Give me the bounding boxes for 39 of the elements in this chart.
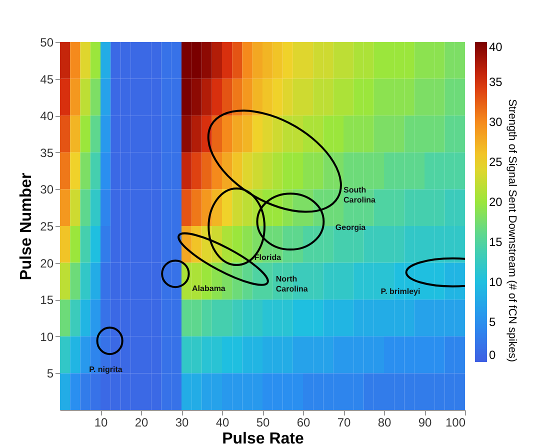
color-bar-label: 40 — [489, 40, 503, 54]
x-tick-label: 10 — [94, 416, 108, 430]
color-bar-label: 35 — [489, 75, 503, 89]
y-tick-label: 40 — [40, 109, 54, 124]
color-bar-title: Strength of Signal Sent Downstream (# of fCN spikes) — [506, 99, 518, 362]
x-tick-label: 30 — [175, 416, 189, 430]
x-tick-label: 90 — [418, 416, 432, 430]
y-tick-label: 30 — [40, 182, 54, 197]
color-bar-label: 5 — [489, 315, 496, 329]
color-bar-label: 0 — [489, 348, 496, 362]
x-tick-label: 70 — [337, 416, 351, 430]
color-bar-label: 25 — [489, 155, 503, 169]
x-tick-label: 20 — [134, 416, 148, 430]
y-tick-label: 20 — [40, 256, 54, 270]
annotation: P. nigrita — [89, 364, 123, 374]
color-bar-label: 20 — [489, 195, 503, 209]
annotation: North Carolina — [276, 274, 308, 294]
annotation: South Carolina — [344, 185, 376, 204]
x-tick-label: 60 — [296, 416, 310, 430]
y-tick-label: 15 — [40, 293, 54, 308]
x-tick-label: 80 — [378, 416, 392, 430]
x-tick-label: 100 — [445, 416, 466, 430]
x-tick-label: 50 — [256, 416, 270, 430]
color-bar-label: 10 — [489, 275, 503, 289]
annotation: P. brimleyi — [380, 286, 420, 296]
y-axis-title: Pulse Number — [18, 172, 36, 280]
y-tick-label: 25 — [40, 220, 54, 234]
color-bar-label: 15 — [489, 235, 503, 249]
x-tick-label: 40 — [216, 416, 230, 430]
annotation: Georgia — [335, 222, 366, 232]
x-axis-title: Pulse Rate — [222, 430, 304, 448]
y-tick-label: 35 — [40, 146, 54, 160]
annotation: Florida — [254, 252, 282, 262]
y-tick-label: 5 — [46, 366, 54, 381]
annotation: Alabama — [192, 284, 226, 293]
y-tick-label: 45 — [40, 72, 54, 86]
color-bar-label: 30 — [489, 115, 503, 129]
y-tick-label: 50 — [40, 36, 54, 50]
y-tick-label: 10 — [40, 330, 54, 344]
